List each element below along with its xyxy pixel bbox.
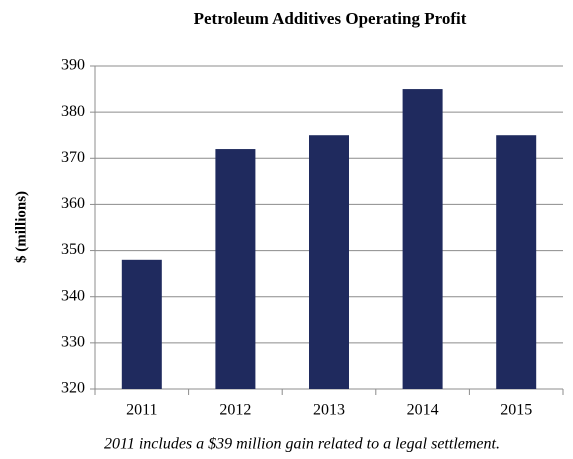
x-tick-label: 2014 <box>407 402 439 419</box>
y-axis-label: $ (millions) <box>13 191 29 263</box>
chart-title: Petroleum Additives Operating Profit <box>194 9 467 28</box>
y-tick-label: 370 <box>61 149 85 166</box>
x-tick-label: 2013 <box>313 402 345 419</box>
y-tick-label: 380 <box>61 103 85 120</box>
y-tick-label: 360 <box>61 195 85 212</box>
bar <box>496 135 537 389</box>
y-tick-label: 340 <box>61 287 85 304</box>
x-tick-label: 2012 <box>219 402 251 419</box>
y-tick-label: 390 <box>61 57 85 74</box>
y-tick-label: 330 <box>61 334 85 351</box>
x-tick-label: 2015 <box>500 402 532 419</box>
x-tick-label: 2011 <box>126 402 157 419</box>
bar <box>309 135 349 389</box>
y-tick-label: 350 <box>61 241 85 258</box>
bar <box>215 149 256 389</box>
y-tick-label: 320 <box>61 380 85 397</box>
bar <box>402 89 443 390</box>
footnote: 2011 includes a $39 million gain related… <box>104 436 500 453</box>
bar <box>121 259 162 389</box>
